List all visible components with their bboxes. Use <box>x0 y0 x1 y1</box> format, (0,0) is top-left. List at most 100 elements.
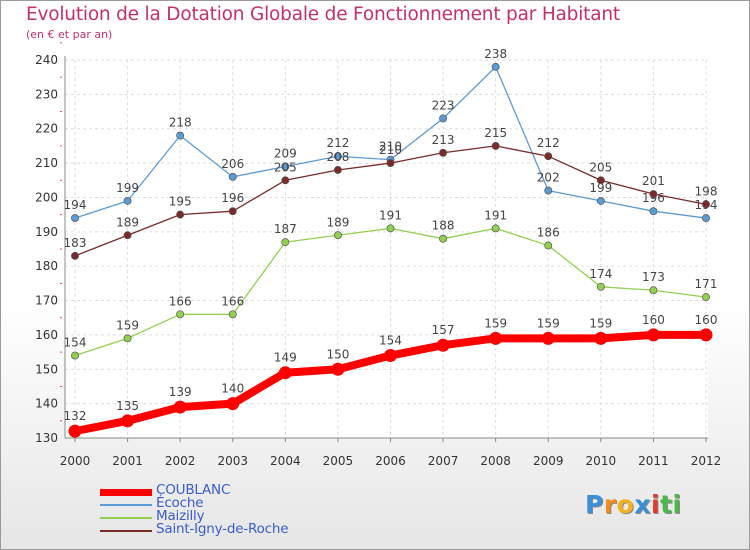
data-point <box>331 362 345 376</box>
data-point <box>386 159 395 168</box>
data-point <box>173 400 187 414</box>
x-tick-label: 2009 <box>533 454 564 468</box>
logo-letter: P <box>585 490 604 519</box>
data-label: 159 <box>537 316 560 330</box>
y-tick-label: 230 <box>35 87 58 101</box>
data-point <box>333 231 342 240</box>
data-point <box>281 162 290 171</box>
x-tick-label: 2001 <box>112 454 143 468</box>
data-point <box>121 414 135 428</box>
y-tick-label: 220 <box>35 122 58 136</box>
y-tick-label: 150 <box>35 362 58 376</box>
data-label: 160 <box>642 313 665 327</box>
data-point <box>596 282 605 291</box>
data-point <box>702 200 710 209</box>
data-label: 210 <box>379 140 402 154</box>
y-tick-label: 160 <box>35 328 58 342</box>
data-label: 195 <box>169 195 192 209</box>
y-tick-label: 190 <box>35 225 58 239</box>
data-point <box>439 148 448 157</box>
data-point <box>594 331 608 345</box>
data-point <box>491 141 500 150</box>
data-label: 189 <box>116 215 139 229</box>
data-point <box>226 397 240 411</box>
data-label: 159 <box>116 318 139 332</box>
y-tick-label: 210 <box>35 156 58 170</box>
data-label: 198 <box>695 184 718 198</box>
data-label: 160 <box>695 313 718 327</box>
plot-area <box>65 60 708 438</box>
logo-letter: r <box>603 490 617 519</box>
x-tick-label: 2002 <box>165 454 196 468</box>
data-point <box>439 234 448 243</box>
data-label: 139 <box>169 385 192 399</box>
data-point <box>596 176 605 185</box>
data-label: 166 <box>169 294 192 308</box>
chart-title: Evolution de la Dotation Globale de Fonc… <box>26 4 620 25</box>
data-point <box>596 196 605 205</box>
data-label: 191 <box>379 208 402 222</box>
data-point <box>278 366 292 380</box>
x-tick-label: 2008 <box>480 454 511 468</box>
legend-swatch <box>100 488 152 496</box>
data-label: 135 <box>116 399 139 413</box>
x-tick-label: 2003 <box>217 454 248 468</box>
legend-label: Saint-Igny-de-Roche <box>156 521 289 537</box>
data-point <box>71 214 79 223</box>
data-label: 199 <box>116 181 139 195</box>
data-point <box>541 331 555 345</box>
logo-letter: x <box>634 490 651 519</box>
y-tick-label: 140 <box>35 397 58 411</box>
series-maizilly: 154 159 166 166 187 189 191 188 191 186 174 173 171 <box>64 208 717 360</box>
data-label: 215 <box>484 126 507 140</box>
data-label: 166 <box>221 294 244 308</box>
data-point <box>491 224 500 233</box>
data-point <box>702 214 710 223</box>
data-point <box>228 207 237 216</box>
data-label: 173 <box>642 270 665 284</box>
data-label: 218 <box>169 116 192 130</box>
data-point <box>176 210 185 219</box>
data-point <box>649 190 658 198</box>
data-label: 159 <box>484 316 507 330</box>
data-label: 187 <box>274 222 297 236</box>
data-label: 201 <box>642 174 665 188</box>
data-point <box>646 328 660 342</box>
data-point <box>489 331 503 345</box>
data-label: 210 <box>379 143 402 157</box>
data-point <box>649 286 658 295</box>
data-label: 188 <box>432 219 455 233</box>
data-point <box>71 251 79 260</box>
data-point <box>702 293 710 302</box>
data-label: 223 <box>432 98 455 112</box>
data-label: 132 <box>64 409 87 423</box>
x-tick-label: 2006 <box>375 454 406 468</box>
data-point <box>436 338 450 352</box>
data-label: 154 <box>379 334 402 348</box>
data-point <box>333 166 342 174</box>
logo-letter: o <box>616 490 635 519</box>
x-tick-label: 2007 <box>428 454 459 468</box>
x-tick-label: 2010 <box>586 454 617 468</box>
logo-letter: t <box>660 490 673 519</box>
chart-subtitle: (en € et par an) <box>26 28 113 41</box>
y-tick-label: 180 <box>35 259 58 273</box>
y-tick-label: 240 <box>35 53 58 67</box>
data-label: 157 <box>432 323 455 337</box>
data-point <box>228 310 237 319</box>
data-label: 205 <box>274 160 297 174</box>
data-label: 174 <box>589 267 612 281</box>
data-point <box>228 172 237 181</box>
legend-label: COUBLANC <box>156 482 231 498</box>
data-point <box>123 334 132 343</box>
y-tick-label: 200 <box>35 190 58 204</box>
x-tick-label: 2005 <box>323 454 354 468</box>
legend-label: Maizilly <box>156 508 205 524</box>
data-label: 208 <box>326 150 349 164</box>
data-point <box>281 238 290 247</box>
legend-swatch <box>100 530 152 532</box>
data-point <box>123 231 132 240</box>
data-point <box>544 152 553 161</box>
data-label: 196 <box>221 191 244 205</box>
